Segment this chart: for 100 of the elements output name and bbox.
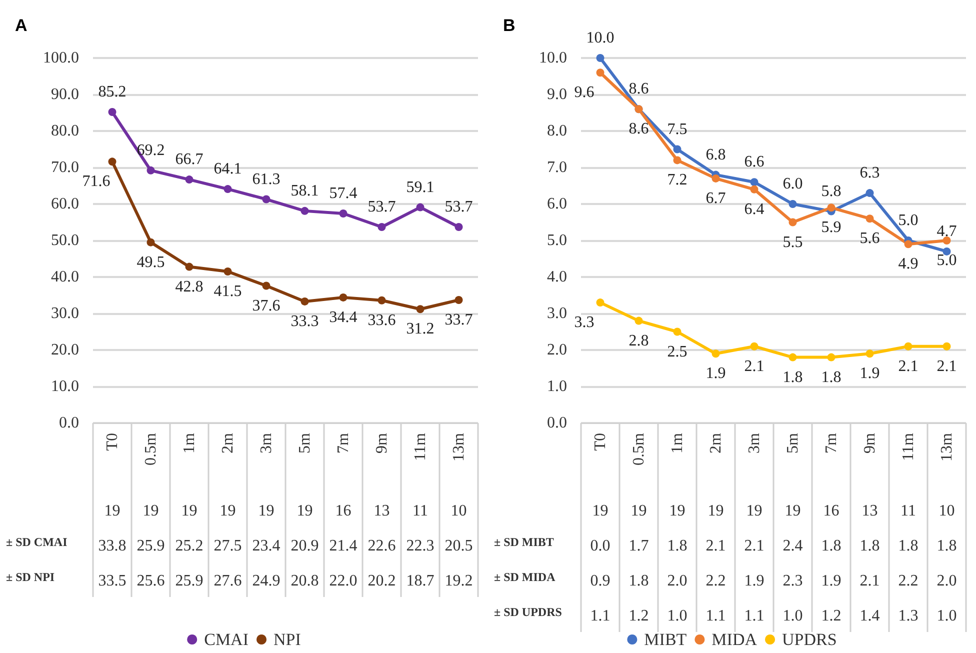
data-label: 5.9 bbox=[821, 219, 842, 236]
text: 19 bbox=[592, 502, 608, 520]
y-tick-label: 90.0 bbox=[51, 86, 79, 103]
point bbox=[750, 185, 758, 194]
text: 22.6 bbox=[368, 538, 396, 554]
data-label: 53.7 bbox=[444, 198, 473, 216]
point bbox=[262, 282, 270, 290]
text: 24.9 bbox=[252, 572, 280, 590]
point bbox=[942, 236, 951, 244]
y-tick-label: 10.0 bbox=[539, 50, 567, 66]
point bbox=[416, 203, 424, 212]
text: 23.4 bbox=[252, 538, 280, 554]
text: 20.8 bbox=[290, 572, 319, 590]
y-tick-label: 50.0 bbox=[51, 232, 79, 249]
point bbox=[866, 350, 874, 358]
text: 0.9 bbox=[590, 572, 610, 590]
text: 2.0 bbox=[667, 572, 688, 590]
text: 1.8 bbox=[898, 538, 918, 554]
x-tick-label: T0 bbox=[592, 433, 609, 451]
data-label: 64.1 bbox=[214, 160, 242, 178]
data-label: 6.7 bbox=[706, 190, 726, 207]
data-label: 8.6 bbox=[628, 80, 649, 98]
y-tick-label: 9.0 bbox=[547, 86, 567, 103]
text: 19 bbox=[708, 502, 724, 520]
point bbox=[750, 178, 758, 186]
text: 27.6 bbox=[214, 572, 242, 590]
text: 1.8 bbox=[821, 538, 842, 554]
chart-title: A bbox=[15, 16, 28, 35]
data-label: 4.9 bbox=[898, 256, 918, 273]
point bbox=[300, 206, 309, 215]
point bbox=[378, 222, 386, 231]
text: 10 bbox=[450, 502, 467, 520]
text: 1.1 bbox=[706, 608, 726, 624]
point bbox=[866, 214, 874, 223]
text: 20.2 bbox=[368, 572, 396, 590]
point bbox=[596, 54, 604, 62]
point bbox=[339, 209, 348, 218]
text: 19 bbox=[220, 502, 236, 520]
point bbox=[339, 293, 348, 302]
point bbox=[673, 328, 682, 336]
y-tick-label: 1.0 bbox=[547, 378, 567, 395]
text: 33.8 bbox=[98, 538, 126, 554]
point bbox=[224, 268, 232, 276]
text: 0.0 bbox=[590, 538, 610, 554]
data-label: 5.0 bbox=[898, 212, 918, 229]
legend-label: MIDA bbox=[712, 630, 758, 649]
text: 25.9 bbox=[136, 538, 165, 554]
text: 21.4 bbox=[329, 538, 358, 554]
data-label: 33.3 bbox=[290, 312, 319, 330]
y-tick-label: 3.0 bbox=[547, 305, 567, 322]
data-label: 2.1 bbox=[744, 358, 764, 375]
data-label: 8.6 bbox=[628, 120, 649, 138]
y-tick-label: 60.0 bbox=[51, 196, 79, 212]
data-label: 6.3 bbox=[860, 164, 880, 182]
point bbox=[634, 316, 643, 325]
text: 1.9 bbox=[821, 572, 842, 590]
text: 1.3 bbox=[898, 608, 918, 624]
x-tick-label: 5m bbox=[296, 432, 314, 454]
point bbox=[596, 298, 604, 307]
text: 20.5 bbox=[444, 538, 473, 554]
data-label: 2.1 bbox=[898, 358, 918, 375]
text: 19 bbox=[784, 502, 801, 520]
text: 1.8 bbox=[667, 538, 688, 554]
y-tick-label: 2.0 bbox=[547, 342, 567, 358]
text: 2.1 bbox=[706, 538, 726, 554]
text: 11 bbox=[900, 502, 916, 520]
point bbox=[108, 108, 116, 116]
text: 13 bbox=[862, 502, 878, 520]
text: 10 bbox=[938, 502, 955, 520]
text: 20.9 bbox=[290, 538, 319, 554]
text: ± SD UPDRS bbox=[494, 605, 562, 619]
text: 19 bbox=[630, 502, 647, 520]
text: 25.6 bbox=[136, 572, 165, 590]
x-tick-label: 13m bbox=[450, 432, 468, 462]
data-label: 58.1 bbox=[290, 182, 319, 200]
data-label: 2.8 bbox=[628, 332, 649, 350]
x-tick-label: 0.5m bbox=[630, 432, 648, 466]
text: 1.0 bbox=[936, 608, 957, 624]
text: 2.4 bbox=[782, 538, 803, 554]
data-label: 37.6 bbox=[252, 297, 280, 314]
y-tick-label: 100.0 bbox=[43, 50, 79, 66]
text: 22.0 bbox=[329, 572, 358, 590]
point bbox=[942, 342, 951, 350]
point bbox=[108, 158, 116, 166]
point bbox=[750, 342, 758, 350]
x-tick-label: 1m bbox=[668, 432, 686, 454]
data-label: 6.8 bbox=[706, 146, 726, 164]
y-tick-label: 40.0 bbox=[51, 268, 79, 286]
point bbox=[378, 296, 386, 304]
y-tick-label: 6.0 bbox=[547, 196, 567, 212]
text: 1.8 bbox=[860, 538, 880, 554]
text: 19 bbox=[669, 502, 686, 520]
x-tick-label: 11m bbox=[900, 432, 917, 461]
x-tick-label: 3m bbox=[258, 432, 275, 454]
point bbox=[454, 296, 463, 304]
text: 2.3 bbox=[782, 572, 803, 590]
y-tick-label: 10.0 bbox=[51, 378, 79, 395]
data-label: 5.8 bbox=[821, 182, 842, 200]
point bbox=[788, 200, 797, 208]
data-label: 1.8 bbox=[782, 368, 803, 386]
